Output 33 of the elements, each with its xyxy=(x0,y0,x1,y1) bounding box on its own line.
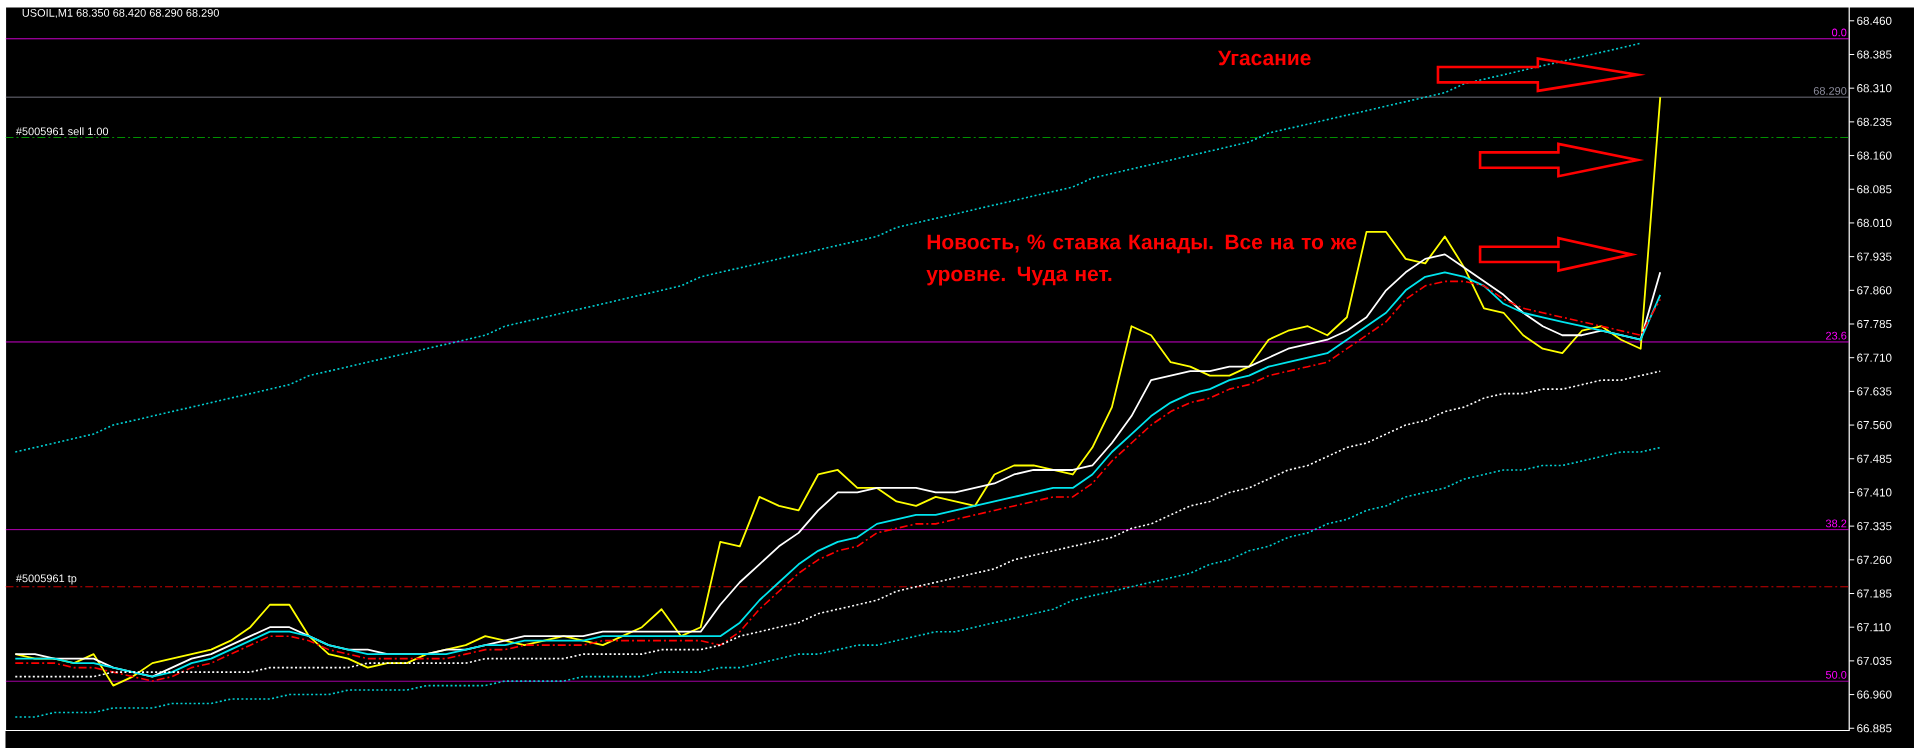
y-tick-label: 68.160 xyxy=(1857,151,1892,160)
y-tick-label: 66.885 xyxy=(1857,723,1892,733)
y-tick-label: 67.410 xyxy=(1857,488,1892,497)
y-tick-label: 67.185 xyxy=(1857,589,1892,598)
y-tick-label: 67.485 xyxy=(1857,454,1892,463)
ref-line-label: #5005961 tp xyxy=(15,574,77,585)
y-tick-label: 67.335 xyxy=(1857,521,1892,530)
y-tick-label: 68.235 xyxy=(1857,117,1892,126)
y-tick-label: 67.560 xyxy=(1857,420,1892,429)
y-tick-label: 68.010 xyxy=(1857,218,1892,227)
text: USOIL,M1 68.350 68.420 68.290 68.290 xyxy=(22,8,219,18)
y-tick-label: 67.110 xyxy=(1857,622,1891,632)
y-tick-label: 67.860 xyxy=(1857,285,1892,295)
ref-line-label: #5005961 sell 1.00 xyxy=(15,126,109,135)
y-tick-label: 68.460 xyxy=(1857,16,1892,25)
y-tick-label: 67.260 xyxy=(1857,555,1892,564)
y-tick-label: 67.635 xyxy=(1857,387,1892,396)
y-tick-label: 68.310 xyxy=(1857,83,1892,93)
y-tick-label: 68.085 xyxy=(1857,184,1892,194)
y-tick-label: 66.960 xyxy=(1857,690,1892,699)
ref-line-label: 68.290 xyxy=(1813,86,1847,95)
annotation: 0.0 xyxy=(1832,28,1847,37)
annotation: Новость, % ставка Канады. Все на то же уровне. Чуда нет. xyxy=(926,234,1357,286)
annotation: Угасание xyxy=(1218,50,1311,66)
y-tick-label: 67.035 xyxy=(1857,656,1892,665)
annotation: 50.0 xyxy=(1825,670,1847,679)
y-tick-label: 68.385 xyxy=(1857,50,1892,59)
line-series xyxy=(14,96,1662,687)
y-tick-label: 67.710 xyxy=(1857,353,1892,362)
y-tick-label: 67.935 xyxy=(1857,252,1892,261)
annotation: 38.2 xyxy=(1825,519,1847,528)
annotation: 23.6 xyxy=(1826,331,1847,340)
y-tick-label: 67.785 xyxy=(1857,319,1892,328)
